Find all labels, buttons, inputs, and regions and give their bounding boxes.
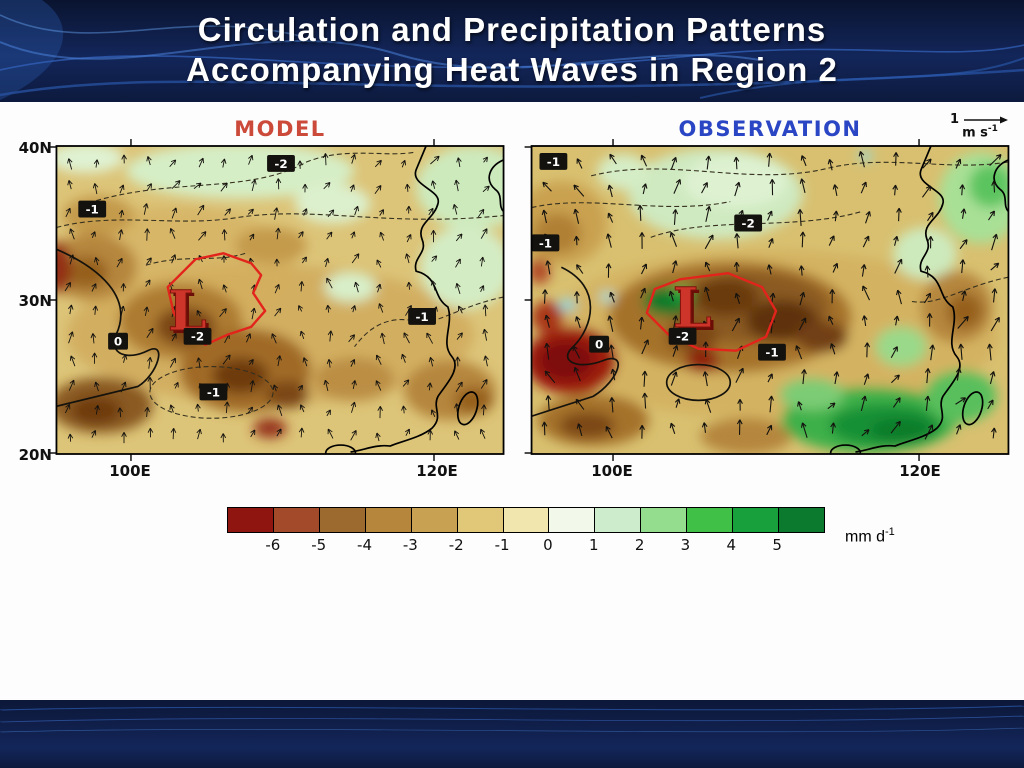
lon-label-100e-obs: 100E bbox=[591, 462, 633, 480]
coastline-observation bbox=[829, 146, 1009, 454]
map-model: L L -2 -1 0 -1 -2 -1 bbox=[49, 139, 505, 461]
contour-label: -1 bbox=[408, 307, 436, 325]
slide-title: Circulation and Precipitation Patterns A… bbox=[42, 10, 982, 90]
contour-label: -1 bbox=[539, 152, 568, 170]
map-observation: L L -1 -1 -2 0 -2 -1 bbox=[524, 139, 1010, 461]
colorbar-cell bbox=[319, 508, 366, 532]
colorbar-cell bbox=[687, 508, 734, 532]
colorbar-tick-label: -5 bbox=[311, 536, 327, 554]
slide-title-line1: Circulation and Precipitation Patterns bbox=[197, 11, 827, 48]
vector-scale-value: 1 bbox=[949, 112, 960, 127]
vector-scale-unit: m s-1 bbox=[962, 124, 998, 141]
observation-panel-title: OBSERVATION bbox=[678, 117, 862, 141]
svg-text:-1: -1 bbox=[547, 155, 560, 169]
contour-label: -1 bbox=[199, 383, 228, 401]
contour-label: -1 bbox=[531, 234, 560, 252]
colorbar-tick-label: 1 bbox=[588, 536, 599, 554]
svg-text:-2: -2 bbox=[742, 216, 755, 230]
banner-swoosh-decoration bbox=[0, 0, 1024, 100]
colorbar-cell bbox=[365, 508, 412, 532]
svg-text:-1: -1 bbox=[207, 385, 220, 399]
colorbar-cell bbox=[733, 508, 780, 532]
colorbar-cell bbox=[411, 508, 458, 532]
svg-text:-2: -2 bbox=[274, 157, 287, 171]
colorbar-cell bbox=[549, 508, 596, 532]
contour-label: 0 bbox=[108, 332, 128, 350]
svg-text:0: 0 bbox=[595, 338, 603, 352]
reference-arrow-icon bbox=[964, 116, 1009, 123]
svg-text:-1: -1 bbox=[415, 310, 428, 324]
axis-ticks-model bbox=[49, 139, 435, 461]
colorbar-tick-label: 3 bbox=[680, 536, 691, 554]
svg-text:-1: -1 bbox=[765, 346, 778, 360]
region2-outline-model bbox=[166, 252, 267, 346]
colorbar-labels: -6 -5 -4 -3 -2 -1 0 1 2 3 4 5 bbox=[227, 536, 823, 554]
lon-label-120e-obs: 120E bbox=[899, 462, 941, 480]
colorbar-cell bbox=[595, 508, 642, 532]
colorbar-tick-label: 5 bbox=[772, 536, 782, 554]
colorbar bbox=[227, 507, 825, 533]
lat-label-20n: 20N bbox=[18, 446, 52, 464]
svg-text:-1: -1 bbox=[86, 203, 99, 217]
colorbar-tick-label: 0 bbox=[543, 536, 553, 554]
svg-text:-2: -2 bbox=[191, 330, 204, 344]
colorbar-tick-label: 2 bbox=[634, 536, 645, 554]
colorbar-tick-label: -2 bbox=[448, 536, 464, 554]
contour-label: -1 bbox=[758, 343, 786, 361]
region2-outline-observation bbox=[645, 271, 778, 352]
contour-lines-model bbox=[56, 151, 504, 419]
colorbar-unit: mm d-1 bbox=[845, 526, 895, 546]
colorbar-cell bbox=[228, 508, 274, 532]
lat-label-40n: 40N bbox=[18, 139, 52, 157]
colorbar-tick-label: -3 bbox=[402, 536, 418, 554]
axis-ticks-observation bbox=[524, 139, 920, 461]
svg-text:-1: -1 bbox=[539, 236, 552, 250]
coastline-model bbox=[324, 146, 504, 454]
contour-label: -2 bbox=[183, 327, 212, 345]
colorbar-tick-label: -1 bbox=[494, 536, 510, 554]
lon-label-120e-model: 120E bbox=[416, 462, 458, 480]
colorbar-cell bbox=[503, 508, 550, 532]
top-banner: Circulation and Precipitation Patterns A… bbox=[0, 0, 1024, 102]
lat-label-30n: 30N bbox=[18, 292, 52, 310]
bottom-banner bbox=[0, 700, 1024, 768]
colorbar-cell bbox=[641, 508, 688, 532]
contour-label: 0 bbox=[589, 335, 610, 353]
colorbar-tick-label: 4 bbox=[726, 536, 737, 554]
lon-label-100e-model: 100E bbox=[109, 462, 151, 480]
colorbar-tick-label: -6 bbox=[265, 536, 281, 554]
model-panel-title: MODEL bbox=[234, 117, 326, 141]
bottom-swoosh-decoration bbox=[0, 705, 1024, 733]
precip-anomaly-shading-model bbox=[56, 146, 504, 439]
vector-scale-key: 1 m s-1 bbox=[942, 112, 1018, 141]
colorbar-cell bbox=[457, 508, 504, 532]
svg-text:0: 0 bbox=[114, 335, 122, 349]
colorbar-cell bbox=[779, 508, 824, 532]
contour-label: -2 bbox=[734, 214, 763, 232]
slide-title-line2: Accompanying Heat Waves in Region 2 bbox=[186, 51, 838, 88]
colorbar-cell bbox=[273, 508, 320, 532]
contour-label: -2 bbox=[267, 154, 295, 172]
colorbar-tick-label: -4 bbox=[357, 536, 373, 554]
svg-text:-2: -2 bbox=[676, 330, 689, 344]
contour-label: -1 bbox=[78, 200, 107, 218]
contour-label: -2 bbox=[668, 327, 697, 345]
